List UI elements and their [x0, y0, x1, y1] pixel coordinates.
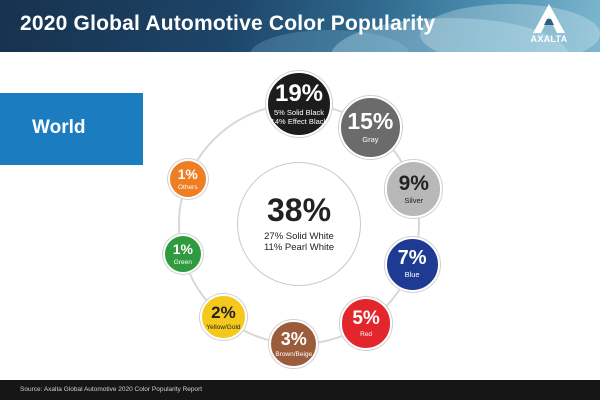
- region-box: World: [0, 93, 143, 165]
- bubble-value: 38%: [266, 192, 332, 229]
- bubble-green: 1% Green: [162, 234, 203, 275]
- source-note: Source: Axalta Global Automotive 2020 Co…: [20, 386, 203, 393]
- bubble-brown-beige: 3% Brown/Beige: [269, 319, 319, 369]
- bubble-detail: Red: [360, 330, 373, 338]
- footer-bar: Source: Axalta Global Automotive 2020 Co…: [0, 380, 600, 400]
- bubble-detail: 11% Pearl White: [263, 242, 335, 253]
- bubble-value: 19%: [274, 79, 324, 107]
- bubble-value: 3%: [280, 328, 307, 349]
- bubble-silver: 9% Silver: [385, 160, 443, 218]
- bubble-value: 1%: [172, 240, 193, 257]
- bubble-others: 1% Others: [167, 159, 208, 200]
- wave-decoration: [420, 4, 600, 52]
- axalta-logo: AXALTA: [520, 3, 578, 47]
- bubble-blue: 7% Blue: [384, 236, 440, 292]
- logo-text: AXALTA: [530, 34, 568, 44]
- bubble-detail: Others: [177, 183, 198, 191]
- bubble-detail: Blue: [404, 270, 420, 280]
- bubble-value: 1%: [177, 165, 198, 182]
- bubble-black: 19% 5% Solid Black 14% Effect Black: [266, 71, 332, 137]
- bubble-gray: 15% Gray: [338, 96, 402, 159]
- bubble-detail: Gray: [362, 135, 379, 145]
- bubble-detail: Yellow/Gold: [206, 323, 241, 331]
- bubble-value: 2%: [211, 302, 236, 322]
- bubble-value: 7%: [397, 247, 427, 270]
- bubble-value: 15%: [347, 108, 394, 135]
- bubble-detail: 14% Effect Black: [270, 116, 328, 126]
- bubble-detail: Green: [173, 258, 192, 266]
- bubble-detail: 5% Solid Black: [273, 107, 325, 117]
- bubble-yellow-gold: 2% Yellow/Gold: [200, 294, 247, 341]
- page-title: 2020 Global Automotive Color Popularity: [20, 12, 436, 35]
- bubble-detail: Brown/Beige: [275, 350, 313, 358]
- bubble-value: 9%: [398, 171, 429, 195]
- bubble-white: 38% 27% Solid White 11% Pearl White: [237, 162, 361, 286]
- bubble-detail: 27% Solid White: [264, 231, 334, 243]
- bubble-value: 5%: [352, 307, 380, 329]
- header-banner: 2020 Global Automotive Color Popularity …: [0, 0, 600, 52]
- bubble-detail: Silver: [404, 195, 424, 205]
- wave-decoration: [250, 30, 410, 52]
- region-label: World: [32, 117, 86, 138]
- bubble-red: 5% Red: [339, 297, 393, 350]
- axalta-logo-icon: [533, 4, 565, 33]
